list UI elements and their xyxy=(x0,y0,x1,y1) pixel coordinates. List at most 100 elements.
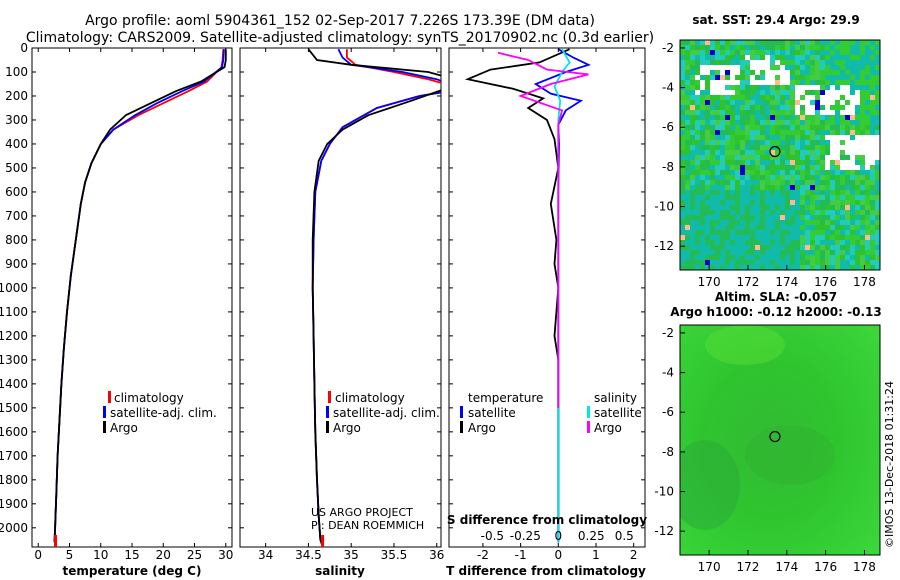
sst-cell xyxy=(805,125,811,131)
sst-cell xyxy=(840,135,846,141)
sst-cell xyxy=(835,40,841,46)
sst-cell xyxy=(785,240,791,246)
sst-cell xyxy=(875,95,880,101)
sst-cell xyxy=(710,175,716,181)
sst-cell xyxy=(775,240,781,246)
sst-cell xyxy=(810,160,816,166)
sst-cell xyxy=(750,120,756,126)
sst-cell xyxy=(800,155,806,161)
sst-cell xyxy=(830,55,836,61)
difference-xlabel: T difference from climatology xyxy=(446,564,646,578)
sst-cell xyxy=(785,135,791,141)
sst-cell xyxy=(830,70,836,76)
sst-cell xyxy=(750,230,756,236)
sst-cell xyxy=(790,145,796,151)
x-tick-label: 15 xyxy=(124,548,139,562)
sst-cell xyxy=(710,90,716,96)
sst-cell xyxy=(705,205,711,211)
sst-cell xyxy=(685,120,691,126)
sst-cell xyxy=(840,215,846,221)
sst-cell xyxy=(745,195,751,201)
sst-cell xyxy=(870,120,876,126)
depth-tick-label: 1700 xyxy=(0,449,28,463)
sst-cell xyxy=(780,75,786,81)
sst-cell xyxy=(720,80,726,86)
sst-cell xyxy=(695,235,701,241)
sst-cell xyxy=(745,60,751,66)
sst-cell xyxy=(855,100,861,106)
sst-cell xyxy=(870,40,876,46)
sst-cell xyxy=(765,140,771,146)
sst-cell xyxy=(790,40,796,46)
sst-cell xyxy=(710,195,716,201)
sst-cell xyxy=(730,200,736,206)
sst-cell xyxy=(850,235,856,241)
sst-cell xyxy=(685,145,691,151)
sst-cell xyxy=(820,65,826,71)
sst-cell xyxy=(785,265,791,270)
sst-cell xyxy=(680,55,686,61)
map-x-tick-label: 174 xyxy=(775,560,798,574)
sst-cell xyxy=(700,145,706,151)
sst-cell xyxy=(815,135,821,141)
sst-cell xyxy=(825,165,831,171)
sst-cell xyxy=(700,230,706,236)
sst-cell xyxy=(865,255,871,261)
sst-cell xyxy=(865,165,871,171)
sst-cell xyxy=(875,170,880,176)
sst-cell xyxy=(805,160,811,166)
sst-cell xyxy=(695,185,701,191)
sst-cell xyxy=(820,205,826,211)
sst-cell xyxy=(740,185,746,191)
sst-cell xyxy=(765,75,771,81)
sst-cell xyxy=(845,135,851,141)
sst-cell xyxy=(710,225,716,231)
sst-cell xyxy=(735,235,741,241)
x-tick-label: 25 xyxy=(187,548,202,562)
sst-cell xyxy=(820,195,826,201)
sst-cell xyxy=(780,220,786,226)
sst-cell xyxy=(685,135,691,141)
sst-cell xyxy=(825,80,831,86)
sst-cell xyxy=(780,185,786,191)
sst-cell xyxy=(830,255,836,261)
sst-cell xyxy=(735,120,741,126)
sst-cell xyxy=(705,105,711,111)
sst-cell xyxy=(840,120,846,126)
sst-cell xyxy=(695,265,701,270)
sst-cell xyxy=(770,115,776,121)
sst-cell xyxy=(845,155,851,161)
sst-cell xyxy=(865,215,871,221)
sst-cell xyxy=(815,40,821,46)
sst-cell xyxy=(840,175,846,181)
sst-cell xyxy=(735,50,741,56)
sst-cell xyxy=(815,195,821,201)
series-line-t-argo xyxy=(464,48,570,543)
sst-cell xyxy=(745,245,751,251)
sst-cell xyxy=(750,105,756,111)
sst-cell xyxy=(850,210,856,216)
sst-cell xyxy=(700,85,706,91)
sst-cell xyxy=(780,130,786,136)
sst-cell xyxy=(695,245,701,251)
sst-cell xyxy=(835,165,841,171)
sst-cell xyxy=(865,70,871,76)
sst-cell xyxy=(755,40,761,46)
sst-cell xyxy=(870,220,876,226)
sst-cell xyxy=(770,135,776,141)
sst-cell xyxy=(740,45,746,51)
sst-cell xyxy=(790,135,796,141)
sst-cell xyxy=(720,255,726,261)
sst-cell xyxy=(695,115,701,121)
sst-cell xyxy=(740,210,746,216)
sst-cell xyxy=(690,210,696,216)
sst-cell xyxy=(740,80,746,86)
sst-cell xyxy=(860,245,866,251)
sst-cell xyxy=(845,245,851,251)
sst-cell xyxy=(700,190,706,196)
sst-cell xyxy=(700,135,706,141)
sst-cell xyxy=(720,235,726,241)
sst-cell xyxy=(720,135,726,141)
sst-cell xyxy=(770,185,776,191)
sst-cell xyxy=(855,95,861,101)
